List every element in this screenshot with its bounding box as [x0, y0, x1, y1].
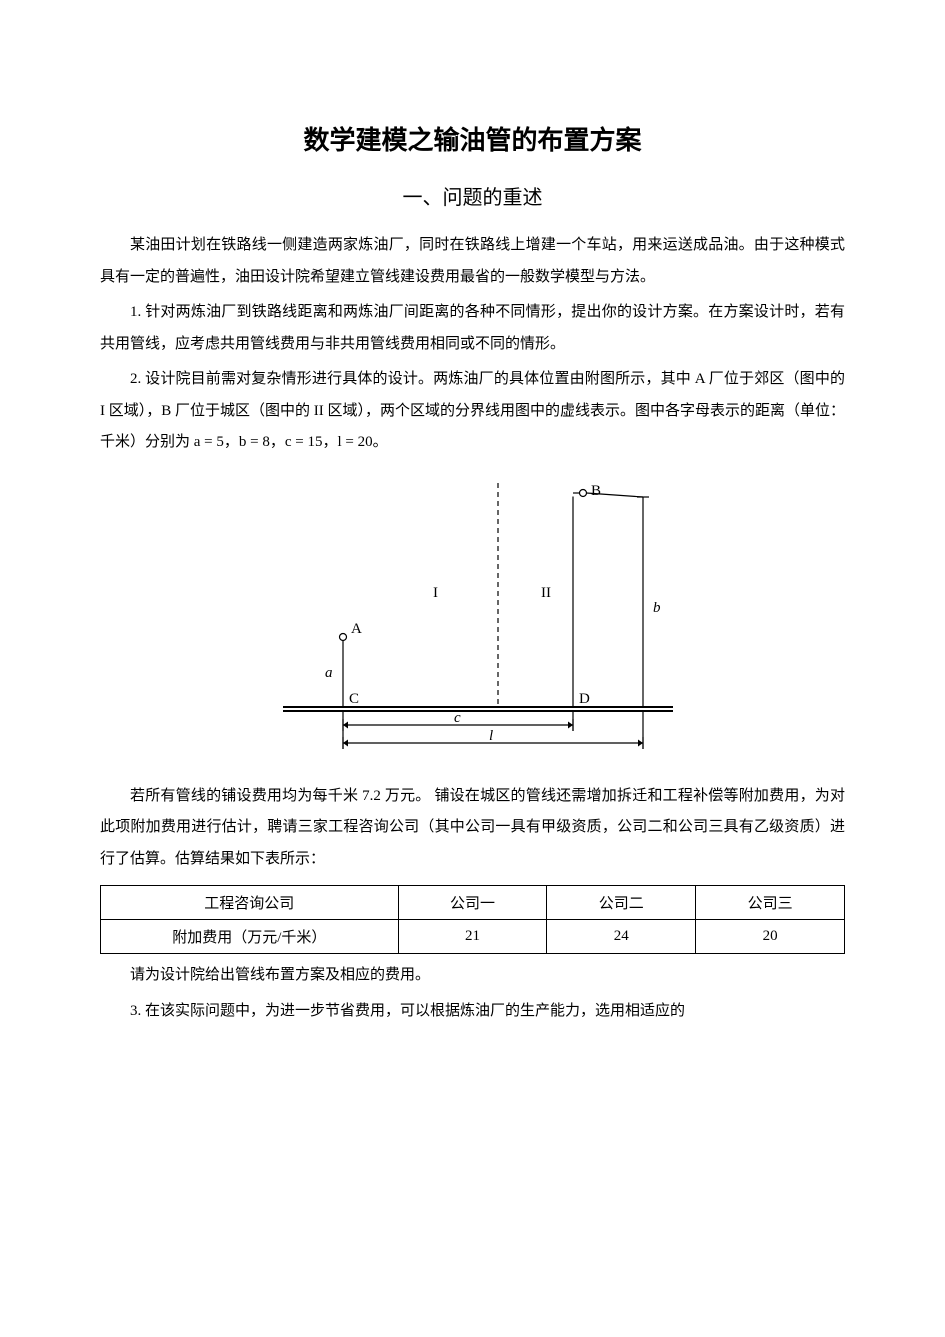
paragraph-request: 请为设计院给出管线布置方案及相应的费用。 — [100, 960, 845, 992]
table-header-cell: 公司三 — [696, 886, 845, 920]
paragraph-item-3: 3. 在该实际问题中，为进一步节省费用，可以根据炼油厂的生产能力，选用相适应的 — [100, 996, 845, 1028]
paragraph-item-2: 2. 设计院目前需对复杂情形进行具体的设计。两炼油厂的具体位置由附图所示，其中 … — [100, 364, 845, 459]
section-heading: 一、问题的重述 — [100, 181, 845, 210]
table-cell: 24 — [547, 920, 696, 954]
svg-text:b: b — [653, 600, 661, 616]
table-row: 附加费用（万元/千米） 21 24 20 — [101, 920, 845, 954]
table-header-cell: 公司一 — [398, 886, 547, 920]
page-title: 数学建模之输油管的布置方案 — [100, 120, 845, 157]
svg-text:A: A — [351, 621, 362, 637]
svg-text:I: I — [433, 585, 438, 601]
document-page: 数学建模之输油管的布置方案 一、问题的重述 某油田计划在铁路线一侧建造两家炼油厂… — [0, 0, 945, 1337]
diagram-container: ACBDIIIabcl — [100, 467, 845, 767]
paragraph-item-1: 1. 针对两炼油厂到铁路线距离和两炼油厂间距离的各种不同情形，提出你的设计方案。… — [100, 297, 845, 360]
svg-text:D: D — [579, 691, 590, 707]
table-cell: 20 — [696, 920, 845, 954]
table-header-row: 工程咨询公司 公司一 公司二 公司三 — [101, 886, 845, 920]
cost-table: 工程咨询公司 公司一 公司二 公司三 附加费用（万元/千米） 21 24 20 — [100, 885, 845, 954]
paragraph-cost-intro: 若所有管线的铺设费用均为每千米 7.2 万元。 铺设在城区的管线还需增加拆迁和工… — [100, 781, 845, 876]
pipeline-diagram: ACBDIIIabcl — [253, 467, 693, 767]
table-cell: 21 — [398, 920, 547, 954]
svg-text:II: II — [541, 585, 551, 601]
svg-text:l: l — [489, 728, 493, 744]
table-header-cell: 工程咨询公司 — [101, 886, 399, 920]
svg-text:B: B — [591, 483, 601, 499]
svg-text:a: a — [325, 665, 333, 681]
table-header-cell: 公司二 — [547, 886, 696, 920]
svg-text:C: C — [349, 691, 359, 707]
paragraph-intro: 某油田计划在铁路线一侧建造两家炼油厂，同时在铁路线上增建一个车站，用来运送成品油… — [100, 230, 845, 293]
table-cell: 附加费用（万元/千米） — [101, 920, 399, 954]
svg-text:c: c — [454, 710, 461, 726]
